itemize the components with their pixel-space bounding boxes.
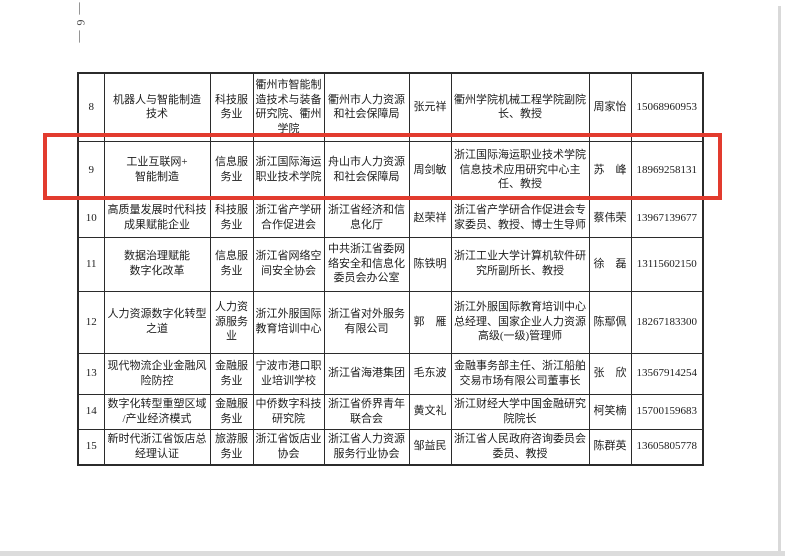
- page-number: — 6 —: [74, 2, 89, 44]
- cell-lecturer-title: 衢州学院机械工程学院副院 长、教授: [450, 72, 590, 142]
- cell-organizer: 中侨数字科技 研究院: [252, 393, 325, 430]
- cell-contact-name: 陈群英: [588, 428, 632, 466]
- cell-row-number: 10: [77, 198, 105, 238]
- cell-industry: 人力资 源服务 业: [209, 290, 254, 354]
- cell-lecturer-title: 金融事务部主任、浙江船舶 交易市场有限公司董事长: [450, 352, 590, 395]
- cell-lecturer-name: 陈铁明: [408, 236, 452, 292]
- cell-lecturer-title: 浙江省产学研合作促进会专 家委员、教授、博士生导师: [450, 198, 590, 238]
- cell-support-dept: 浙江省人力资源 服务行业协会: [323, 428, 410, 466]
- cell-lecturer-name: 毛东波: [408, 352, 452, 395]
- cell-organizer: 宁波市港口职 业培训学校: [252, 352, 325, 395]
- cell-support-dept: 浙江省侨界青年 联合会: [323, 393, 410, 430]
- cell-lecturer-title: 浙江国际海运职业技术学院 信息技术应用研究中心主 任、教授: [450, 140, 590, 200]
- cell-industry: 金融服 务业: [209, 393, 254, 430]
- cell-contact-name: 蔡伟荣: [588, 198, 632, 238]
- cell-lecturer-title: 浙江工业大学计算机软件研 究所副所长、教授: [450, 236, 590, 292]
- cell-row-number: 12: [77, 290, 105, 354]
- cell-industry: 科技服 务业: [209, 198, 254, 238]
- cell-phone: 13567914254: [630, 352, 704, 395]
- cell-contact-name: 陈鄢佩: [588, 290, 632, 354]
- cell-support-dept: 中共浙江省委网 络安全和信息化 委员会办公室: [323, 236, 410, 292]
- cell-contact-name: 徐 磊: [588, 236, 632, 292]
- table-row: 13 现代物流企业金融风 险防控 金融服 务业 宁波市港口职 业培训学校 浙江省…: [77, 352, 704, 395]
- cell-phone: 15068960953: [630, 72, 704, 142]
- cell-row-number: 15: [77, 428, 105, 466]
- table-row: 8 机器人与智能制造 技术 科技服 务业 衢州市智能制 造技术与装备 研究院、衢…: [77, 72, 704, 142]
- cell-organizer: 浙江国际海运 职业技术学院: [252, 140, 325, 200]
- cell-lecturer-title: 浙江财经大学中国金融研究 院院长: [450, 393, 590, 430]
- cell-topic: 机器人与智能制造 技术: [103, 72, 211, 142]
- cell-topic: 高质量发展时代科技 成果赋能企业: [103, 198, 211, 238]
- cell-industry: 旅游服 务业: [209, 428, 254, 466]
- cell-lecturer-name: 邹益民: [408, 428, 452, 466]
- cell-support-dept: 舟山市人力资源 和社会保障局: [323, 140, 410, 200]
- cell-phone: 15700159683: [630, 393, 704, 430]
- cell-lecturer-title: 浙江外服国际教育培训中心 总经理、国家企业人力资源 高级(一级)管理师: [450, 290, 590, 354]
- cell-organizer: 浙江省产学研 合作促进会: [252, 198, 325, 238]
- cell-row-number: 11: [77, 236, 105, 292]
- cell-industry: 信息服 务业: [209, 140, 254, 200]
- page-edge-bottom: [0, 551, 785, 556]
- cell-phone: 13967139677: [630, 198, 704, 238]
- cell-phone: 18267183300: [630, 290, 704, 354]
- cell-topic: 人力资源数字化转型 之道: [103, 290, 211, 354]
- cell-organizer: 衢州市智能制 造技术与装备 研究院、衢州 学院: [252, 72, 325, 142]
- table-row: 10 高质量发展时代科技 成果赋能企业 科技服 务业 浙江省产学研 合作促进会 …: [77, 198, 704, 238]
- cell-industry: 科技服 务业: [209, 72, 254, 142]
- table-row: 14 数字化转型重塑区域 /产业经济模式 金融服 务业 中侨数字科技 研究院 浙…: [77, 393, 704, 430]
- table-row: 15 新时代浙江省饭店总 经理认证 旅游服 务业 浙江省饭店业 协会 浙江省人力…: [77, 428, 704, 466]
- cell-row-number: 9: [77, 140, 105, 200]
- cell-row-number: 14: [77, 393, 105, 430]
- cell-contact-name: 张 欣: [588, 352, 632, 395]
- cell-industry: 信息服 务业: [209, 236, 254, 292]
- cell-contact-name: 苏 峰: [588, 140, 632, 200]
- cell-row-number: 8: [77, 72, 105, 142]
- cell-lecturer-name: 郭 雁: [408, 290, 452, 354]
- cell-phone: 13115602150: [630, 236, 704, 292]
- cell-phone: 18969258131: [630, 140, 704, 200]
- cell-row-number: 13: [77, 352, 105, 395]
- cell-contact-name: 柯笑楠: [588, 393, 632, 430]
- cell-lecturer-name: 张元祥: [408, 72, 452, 142]
- cell-lecturer-title: 浙江省人民政府咨询委员会 委员、教授: [450, 428, 590, 466]
- cell-support-dept: 浙江省经济和信 息化厅: [323, 198, 410, 238]
- cell-lecturer-name: 周剑敏: [408, 140, 452, 200]
- cell-topic: 数据治理赋能 数字化改革: [103, 236, 211, 292]
- cell-topic: 工业互联网+ 智能制造: [103, 140, 211, 200]
- cell-organizer: 浙江省饭店业 协会: [252, 428, 325, 466]
- table-row-highlighted: 9 工业互联网+ 智能制造 信息服 务业 浙江国际海运 职业技术学院 舟山市人力…: [77, 140, 704, 200]
- cell-topic: 新时代浙江省饭店总 经理认证: [103, 428, 211, 466]
- table-row: 12 人力资源数字化转型 之道 人力资 源服务 业 浙江外服国际 教育培训中心 …: [77, 290, 704, 354]
- topics-table: 8 机器人与智能制造 技术 科技服 务业 衢州市智能制 造技术与装备 研究院、衢…: [77, 72, 704, 466]
- cell-phone: 13605805778: [630, 428, 704, 466]
- cell-industry: 金融服 务业: [209, 352, 254, 395]
- cell-lecturer-name: 赵荣祥: [408, 198, 452, 238]
- cell-support-dept: 浙江省海港集团: [323, 352, 410, 395]
- page-edge-right: [778, 6, 781, 556]
- cell-support-dept: 衢州市人力资源 和社会保障局: [323, 72, 410, 142]
- cell-lecturer-name: 黄文礼: [408, 393, 452, 430]
- cell-organizer: 浙江省网络空 间安全协会: [252, 236, 325, 292]
- table-row: 11 数据治理赋能 数字化改革 信息服 务业 浙江省网络空 间安全协会 中共浙江…: [77, 236, 704, 292]
- cell-topic: 数字化转型重塑区域 /产业经济模式: [103, 393, 211, 430]
- cell-organizer: 浙江外服国际 教育培训中心: [252, 290, 325, 354]
- cell-support-dept: 浙江省对外服务 有限公司: [323, 290, 410, 354]
- cell-topic: 现代物流企业金融风 险防控: [103, 352, 211, 395]
- cell-contact-name: 周家怡: [588, 72, 632, 142]
